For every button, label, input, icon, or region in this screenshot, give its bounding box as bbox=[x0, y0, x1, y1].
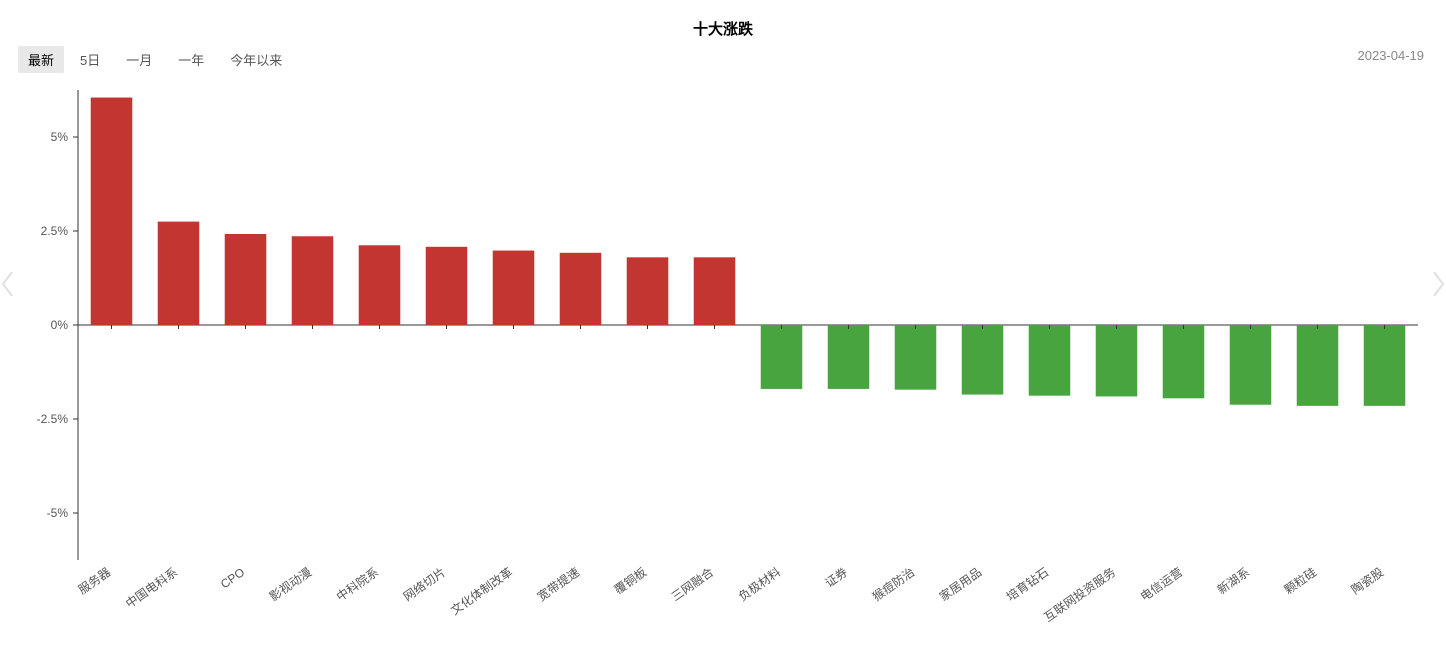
x-category-label: 证券 bbox=[822, 564, 850, 590]
bar[interactable] bbox=[560, 253, 602, 325]
bar[interactable] bbox=[627, 257, 669, 325]
tab-1[interactable]: 5日 bbox=[70, 46, 110, 73]
x-category-label: 服务器 bbox=[75, 564, 113, 597]
x-category-label: 三网融合 bbox=[668, 564, 716, 604]
y-tick-label: 2.5% bbox=[41, 224, 69, 238]
y-tick-label: -5% bbox=[47, 506, 69, 520]
bar[interactable] bbox=[225, 234, 267, 325]
bar[interactable] bbox=[828, 325, 870, 389]
y-tick-label: -2.5% bbox=[37, 412, 69, 426]
chart-title: 十大涨跌 bbox=[0, 18, 1446, 39]
x-category-label: 中科院系 bbox=[333, 564, 381, 604]
bar[interactable] bbox=[292, 236, 334, 325]
x-category-label: CPO bbox=[218, 565, 247, 591]
tab-0[interactable]: 最新 bbox=[18, 46, 64, 73]
bar[interactable] bbox=[1029, 325, 1071, 396]
tab-3[interactable]: 一年 bbox=[168, 46, 214, 73]
bar[interactable] bbox=[694, 257, 736, 325]
bar[interactable] bbox=[962, 325, 1004, 395]
bar[interactable] bbox=[1230, 325, 1272, 405]
tab-4[interactable]: 今年以来 bbox=[220, 46, 292, 73]
y-tick-label: 0% bbox=[51, 318, 69, 332]
x-category-label: 影视动漫 bbox=[266, 564, 314, 604]
bar[interactable] bbox=[359, 245, 401, 325]
bar[interactable] bbox=[1364, 325, 1406, 406]
bar[interactable] bbox=[493, 251, 535, 325]
bar-chart: -5% -2.5% 0% 2.5% 5% 服务器中国电科系 CPO 影视动漫中科院系网络切片文… bbox=[18, 80, 1428, 645]
next-chevron-icon[interactable] bbox=[1432, 270, 1446, 298]
x-category-label: 负极材料 bbox=[736, 565, 783, 604]
bar[interactable] bbox=[1096, 325, 1138, 396]
x-category-label: 新湖系 bbox=[1214, 564, 1252, 597]
prev-chevron-icon[interactable] bbox=[0, 270, 14, 298]
x-category-label: 网络切片 bbox=[400, 564, 448, 604]
y-tick-label: 5% bbox=[51, 130, 69, 144]
x-category-label: 家居用品 bbox=[936, 564, 984, 604]
bar[interactable] bbox=[895, 325, 937, 390]
x-category-label: 覆铜板 bbox=[611, 564, 649, 597]
date-label: 2023-04-19 bbox=[1358, 48, 1425, 63]
x-category-label: 陶瓷股 bbox=[1348, 564, 1386, 597]
x-category-label: 文化体制改革 bbox=[448, 564, 516, 618]
x-category-label: 互联网投资服务 bbox=[1041, 564, 1118, 624]
x-category-label: 猴痘防治 bbox=[869, 564, 917, 604]
bar[interactable] bbox=[426, 247, 468, 325]
time-range-tabs: 最新5日一月一年今年以来 bbox=[18, 46, 292, 73]
x-category-label: 中国电科系 bbox=[122, 564, 180, 611]
x-category-label: 宽带提速 bbox=[534, 564, 582, 604]
x-category-label: 培育钻石 bbox=[1003, 564, 1051, 604]
tab-2[interactable]: 一月 bbox=[116, 46, 162, 73]
bar[interactable] bbox=[158, 222, 200, 325]
x-category-label: 电信运营 bbox=[1138, 565, 1185, 604]
bar[interactable] bbox=[91, 98, 133, 325]
bar[interactable] bbox=[761, 325, 803, 389]
x-category-label: 颗粒硅 bbox=[1281, 564, 1319, 597]
bar[interactable] bbox=[1163, 325, 1205, 398]
bar[interactable] bbox=[1297, 325, 1339, 406]
